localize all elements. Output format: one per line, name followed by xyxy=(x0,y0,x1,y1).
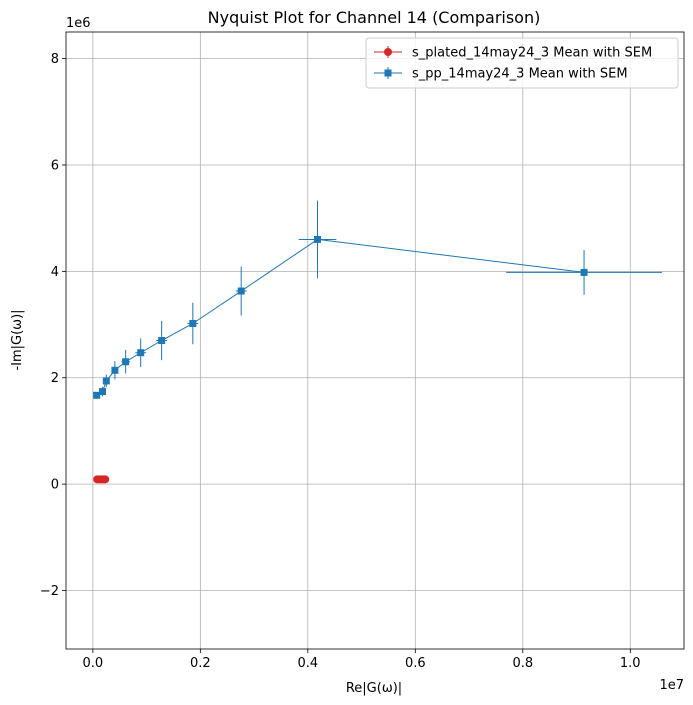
data-point xyxy=(111,366,119,374)
data-point xyxy=(237,287,245,295)
series-2 xyxy=(93,200,662,399)
x-axis-title: Re|G(ω)| xyxy=(346,681,402,696)
x-tick-label: 0.4 xyxy=(297,656,318,671)
y-tick-label: 6 xyxy=(51,158,59,173)
y-axis-title: -Im|G(ω)| xyxy=(10,309,25,370)
x-tick-label: 1.0 xyxy=(620,656,641,671)
data-point xyxy=(122,358,130,366)
x-tick-label: 0.0 xyxy=(83,656,104,671)
data-point xyxy=(189,319,197,327)
data-point xyxy=(102,377,110,385)
y-tick-label: 0 xyxy=(51,478,59,493)
legend-item: s_pp_14may24_3 Mean with SEM xyxy=(374,67,628,82)
x-axis-offset-label: 1e7 xyxy=(659,678,684,693)
y-tick-label: −2 xyxy=(40,584,59,599)
chart-title: Nyquist Plot for Channel 14 (Comparison) xyxy=(208,8,541,27)
data-point xyxy=(101,475,110,484)
y-axis-offset-label: 1e6 xyxy=(66,16,91,31)
data-point xyxy=(93,391,101,399)
plot-series xyxy=(93,200,662,484)
data-point xyxy=(580,268,588,276)
y-tick-label: 8 xyxy=(51,52,59,67)
axes: 0.0 0.2 0.4 0.6 0.8 1.0 −2 0 2 4 6 8 xyxy=(40,31,685,671)
data-point xyxy=(313,235,321,243)
data-point xyxy=(99,388,107,396)
x-tick-label: 0.2 xyxy=(190,656,211,671)
y-tick-label: 2 xyxy=(51,371,59,386)
x-tick-label: 0.8 xyxy=(512,656,533,671)
series-1 xyxy=(93,475,110,484)
plot-frame xyxy=(65,31,685,650)
data-point xyxy=(137,349,145,357)
legend-label: s_plated_14may24_3 Mean with SEM xyxy=(412,46,652,61)
legend-swatch-marker xyxy=(384,48,392,56)
legend: s_plated_14may24_3 Mean with SEM s_pp_14m… xyxy=(365,37,679,89)
legend-box xyxy=(365,37,679,89)
y-tick-label: 4 xyxy=(51,265,59,280)
data-point xyxy=(158,337,166,344)
x-tick-label: 0.6 xyxy=(405,656,426,671)
legend-swatch-marker xyxy=(384,69,392,77)
legend-label: s_pp_14may24_3 Mean with SEM xyxy=(412,67,628,82)
legend-item: s_plated_14may24_3 Mean with SEM xyxy=(374,46,652,61)
